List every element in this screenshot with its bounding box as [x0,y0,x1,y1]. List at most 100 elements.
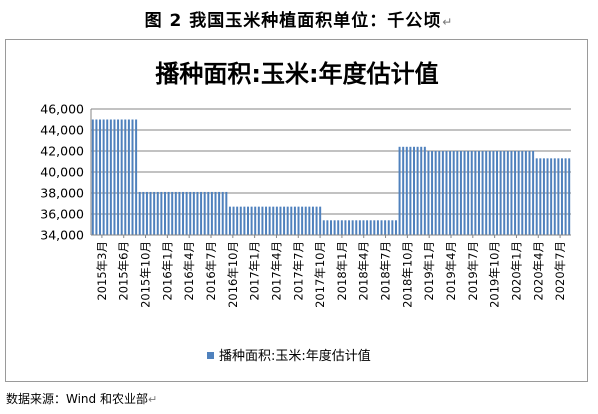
bar [127,119,130,235]
x-tick-label: 2020年4月 [531,241,545,301]
bar [192,191,195,235]
x-tick-label: 2017年1月 [248,241,262,301]
bar [243,206,246,235]
bar [373,220,376,235]
bar [474,151,477,235]
source-text: 数据来源：Wind 和农业部 [6,392,148,406]
bar [481,151,484,235]
bar [200,191,203,235]
bar [409,146,412,235]
x-tick-label: 2016年4月 [182,241,196,301]
bar [304,206,307,235]
bar [247,206,249,235]
bar [376,220,379,235]
x-tick-label: 2018年7月 [379,241,393,301]
bar [535,158,538,235]
bar [272,206,275,235]
bar [117,119,120,235]
bar [221,191,224,235]
bar [351,220,354,235]
bar [174,191,177,235]
bar [239,206,242,235]
figure-caption: 图 2 我国玉米种植面积单位：千公顷↵ [0,6,598,31]
bar [326,220,329,235]
bar [257,206,260,235]
bar [445,151,448,235]
bar [330,220,332,235]
paragraph-mark-icon: ↵ [442,15,454,29]
bar [315,206,318,235]
y-tick-label: 34,000 [40,228,84,243]
x-tick-label: 2015年3月 [95,241,109,301]
bar [528,151,531,235]
bar [91,119,94,235]
y-tick-label: 38,000 [40,186,84,201]
bar [279,206,282,235]
bar [153,191,156,235]
bar [438,151,441,235]
bar [459,151,462,235]
bar [163,191,166,235]
bar [496,151,499,235]
bar [532,151,535,235]
bar [369,220,372,235]
bar [145,191,148,235]
x-tick-label: 2018年4月 [357,241,371,301]
bar [564,158,567,235]
bar [228,206,231,235]
bar [283,206,286,235]
bar [232,206,235,235]
bar [503,151,506,235]
bar [254,206,257,235]
bar [218,191,221,235]
bar [467,151,470,235]
x-tick-labels: 2015年3月 2015年6月 2015年10月 2016年1月 2016年4月 2016… [95,235,567,308]
bar [348,220,351,235]
bar [380,220,383,235]
bar [499,151,502,235]
bar [308,206,311,235]
bar [488,151,491,235]
bar [210,191,213,235]
bar [463,151,466,235]
bar [358,220,361,235]
bar [203,191,206,235]
bar [402,146,405,235]
source-note: 数据来源：Wind 和农业部↵ [6,390,157,407]
bar [311,206,314,235]
bar [160,191,163,235]
bar [568,158,571,235]
x-tick-label: 2018年10月 [400,241,414,308]
bar [167,191,170,235]
bar [182,191,185,235]
bar [149,191,152,235]
bar [423,146,426,235]
bar [297,206,300,235]
bar [485,151,488,235]
bar [268,206,271,235]
bar [225,191,228,235]
bar [250,206,253,235]
x-tick-label: 2019年10月 [488,241,502,308]
bar [405,146,408,235]
bar [539,158,542,235]
bar [431,151,434,235]
bar [120,119,123,235]
x-tick-label: 2020年7月 [553,241,567,301]
bar [355,220,358,235]
bar [416,146,419,235]
bar [521,151,524,235]
legend: 播种面积:玉米:年度估计值 [207,348,371,364]
chart-svg: 播种面积:玉米:年度估计值 34,000 36,000 38,000 40,000 42… [40,60,571,364]
x-tick-label: 2017年4月 [269,241,283,301]
bar [362,220,365,235]
bar [550,158,553,235]
bar [434,151,437,235]
bar-series [91,119,571,235]
legend-swatch [207,352,214,359]
bar [95,119,98,235]
x-tick-label: 2015年10月 [139,241,153,308]
y-tick-label: 44,000 [40,123,84,138]
bar [265,206,268,235]
bar [394,220,397,235]
